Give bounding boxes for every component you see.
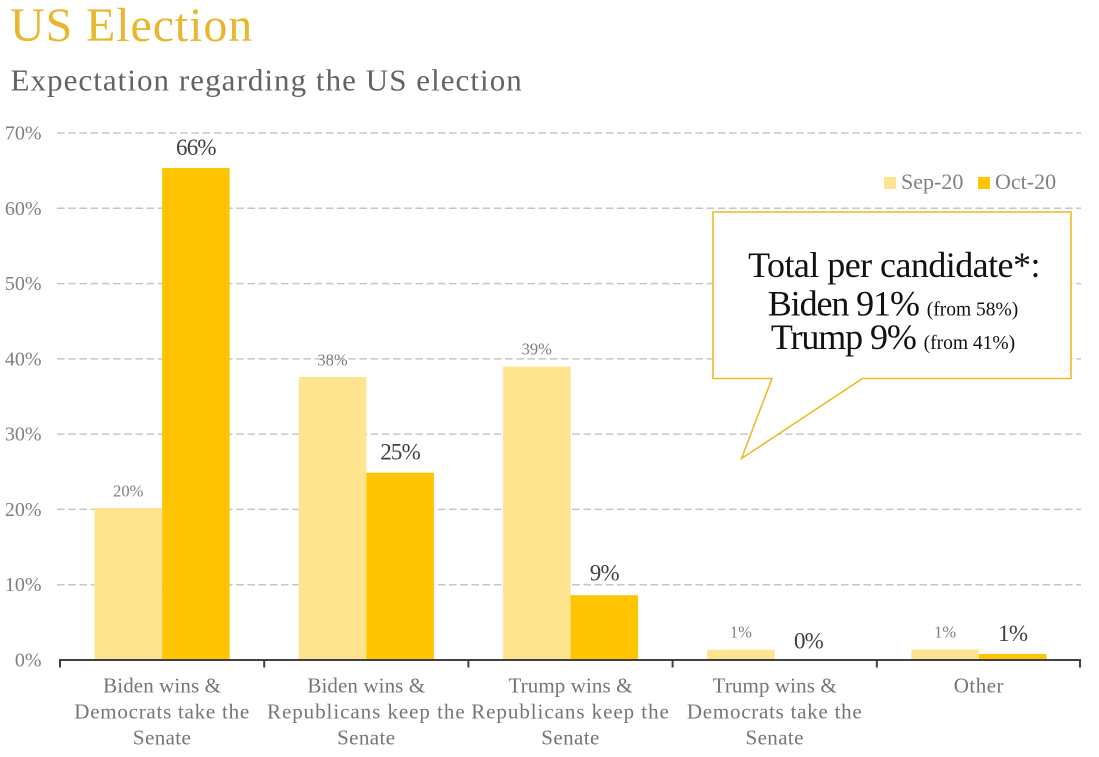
svg-text:60%: 60% [5,198,42,220]
svg-text:9%: 9% [590,561,620,586]
svg-text:Expectation regarding the US e: Expectation regarding the US election [11,63,523,98]
svg-text:Trump wins &: Trump wins & [508,674,632,698]
svg-text:50%: 50% [5,273,42,295]
svg-text:20%: 20% [113,482,144,501]
svg-text:Biden wins &: Biden wins & [307,674,425,698]
svg-text:US Election: US Election [10,0,253,52]
svg-text:10%: 10% [5,574,42,596]
svg-text:1%: 1% [998,621,1028,646]
svg-text:Biden 91% (from 58%): Biden 91% (from 58%) [768,284,1019,324]
svg-text:Democrats take the: Democrats take the [74,700,250,724]
svg-text:0%: 0% [794,629,824,654]
svg-text:25%: 25% [380,440,420,465]
svg-text:1%: 1% [730,623,752,642]
svg-text:38%: 38% [317,351,348,370]
svg-text:Total per candidate*:: Total per candidate*: [748,245,1040,285]
svg-text:Democrats take the: Democrats take the [687,700,863,724]
svg-text:70%: 70% [5,123,42,145]
svg-text:30%: 30% [5,424,42,446]
svg-text:20%: 20% [5,499,42,521]
svg-text:Other: Other [954,674,1004,698]
svg-text:0%: 0% [15,650,42,672]
svg-text:Trump wins &: Trump wins & [713,674,837,698]
svg-text:Sep-20: Sep-20 [901,169,963,194]
svg-text:Senate: Senate [133,726,191,750]
svg-text:1%: 1% [934,623,956,642]
svg-text:Republicans keep the: Republicans keep the [471,700,670,724]
svg-text:66%: 66% [176,135,216,160]
svg-text:40%: 40% [5,348,42,370]
svg-text:Senate: Senate [337,726,395,750]
svg-text:Senate: Senate [541,726,599,750]
svg-text:Senate: Senate [746,726,804,750]
svg-text:Biden wins &: Biden wins & [103,674,221,698]
svg-text:39%: 39% [522,340,553,359]
svg-text:Oct-20: Oct-20 [995,169,1056,194]
svg-text:Republicans keep the: Republicans keep the [267,700,466,724]
